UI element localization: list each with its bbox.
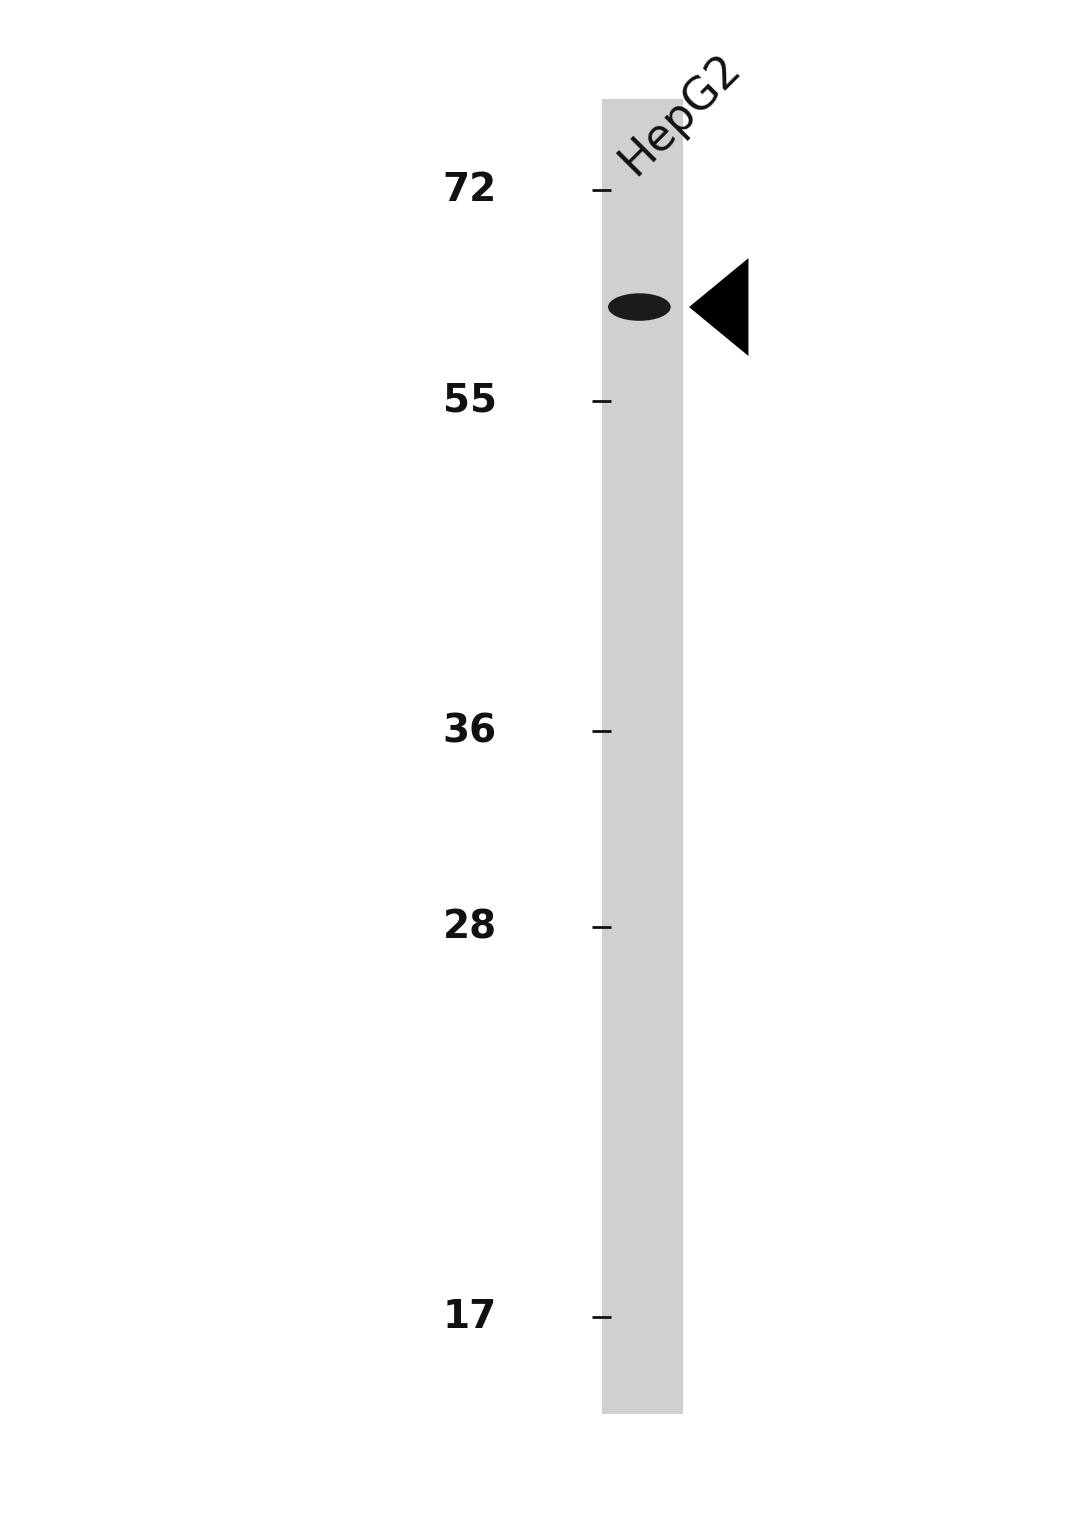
Polygon shape xyxy=(689,258,748,356)
Text: 17: 17 xyxy=(443,1298,497,1335)
Text: 72: 72 xyxy=(443,171,497,209)
Text: 28: 28 xyxy=(443,908,497,946)
Bar xyxy=(603,99,684,1414)
Text: 55: 55 xyxy=(443,382,497,419)
Ellipse shape xyxy=(608,294,671,321)
Text: HepG2: HepG2 xyxy=(611,46,750,183)
Text: 36: 36 xyxy=(443,713,497,751)
